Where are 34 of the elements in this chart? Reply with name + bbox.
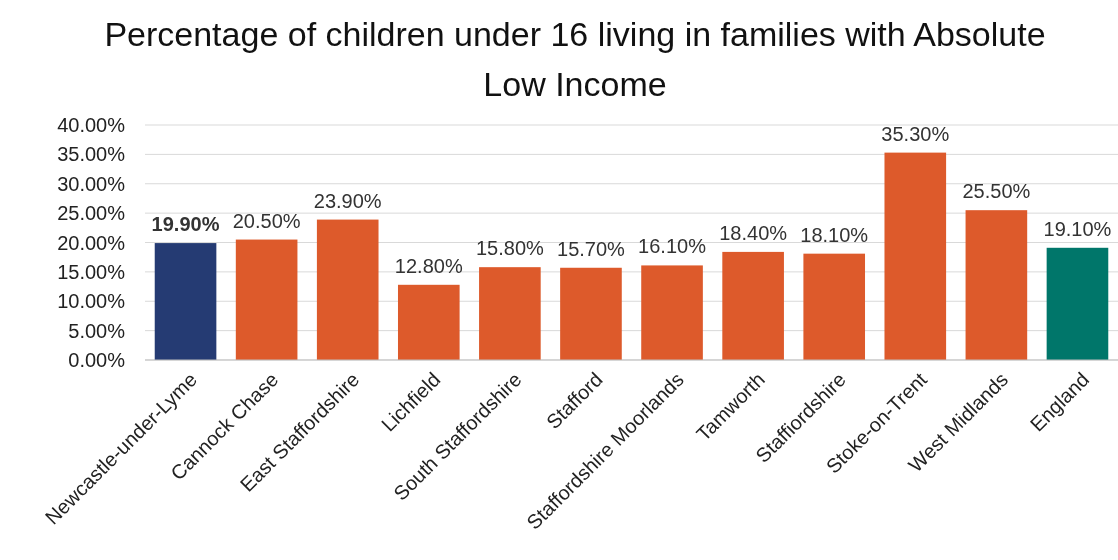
chart-title: Percentage of children under 16 living in families with Absolute Low Income bbox=[104, 15, 1046, 103]
bar bbox=[316, 219, 379, 360]
data-label: 19.10% bbox=[1043, 217, 1112, 240]
data-label: 15.80% bbox=[475, 237, 544, 260]
bar bbox=[397, 284, 460, 360]
bar bbox=[641, 265, 703, 360]
bar bbox=[154, 243, 217, 360]
bar bbox=[722, 251, 784, 360]
y-tick-label: 10.00% bbox=[57, 290, 126, 313]
y-tick-label: 0.00% bbox=[68, 349, 126, 371]
y-tick-label: 15.00% bbox=[57, 260, 126, 283]
data-label: 12.80% bbox=[394, 254, 463, 277]
data-label: 15.70% bbox=[557, 237, 626, 260]
y-tick-label: 25.00% bbox=[57, 202, 126, 225]
y-tick-label: 35.00% bbox=[57, 143, 126, 166]
data-label: 23.90% bbox=[313, 189, 382, 212]
data-label: 16.10% bbox=[638, 235, 707, 258]
y-tick-label: 40.00% bbox=[57, 114, 126, 136]
bar bbox=[965, 210, 1028, 360]
bar bbox=[479, 267, 541, 360]
y-tick-label: 30.00% bbox=[57, 172, 126, 195]
data-label: 25.50% bbox=[962, 180, 1031, 203]
data-label: 20.50% bbox=[232, 209, 301, 232]
y-tick-label: 5.00% bbox=[68, 319, 126, 342]
bar bbox=[803, 253, 866, 360]
data-label: 19.90% bbox=[151, 213, 220, 236]
bar bbox=[884, 152, 947, 360]
data-label: 18.10% bbox=[800, 223, 869, 246]
data-label: 35.30% bbox=[881, 122, 950, 145]
bar bbox=[560, 267, 622, 360]
bar bbox=[1046, 247, 1109, 360]
data-label: 18.40% bbox=[719, 221, 788, 244]
bar bbox=[235, 239, 298, 360]
y-tick-label: 20.00% bbox=[57, 231, 126, 254]
